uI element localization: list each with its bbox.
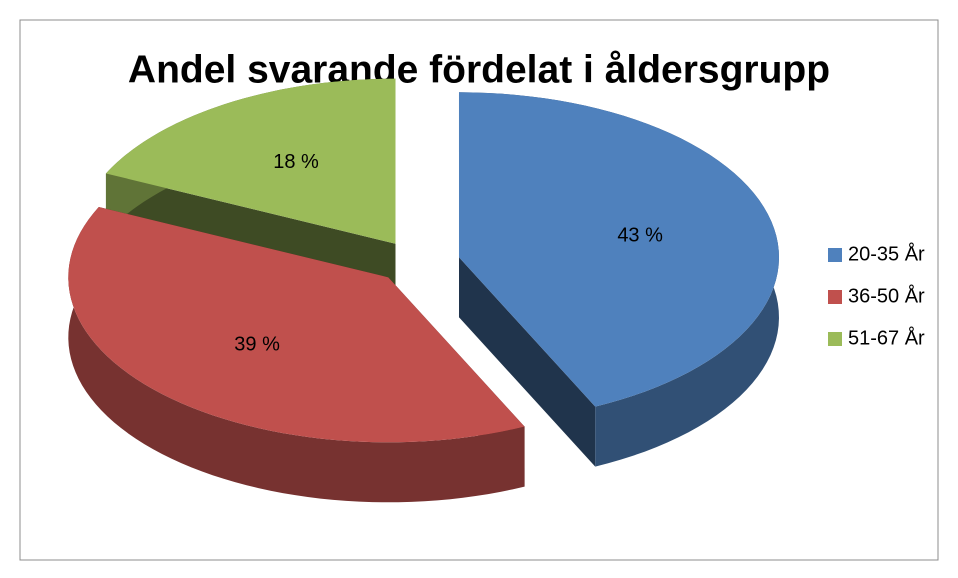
- slice: [105, 78, 396, 244]
- chart-title: Andel svarande fördelat i åldersgrupp: [128, 48, 830, 91]
- legend-swatch: [828, 290, 842, 304]
- slice: [458, 92, 779, 407]
- slice-side: [68, 207, 525, 503]
- slice: [68, 207, 525, 443]
- legend-label: 36-50 År: [848, 284, 925, 307]
- legend-swatch: [828, 332, 842, 346]
- slice-side: [458, 257, 596, 467]
- legend-swatch: [828, 248, 842, 262]
- data-label: 18 %: [273, 151, 319, 173]
- legend-label: 51-67 År: [848, 326, 925, 349]
- legend-label: 20-35 År: [848, 242, 925, 265]
- data-label: 43 %: [617, 225, 663, 247]
- data-label: 39 %: [234, 333, 280, 355]
